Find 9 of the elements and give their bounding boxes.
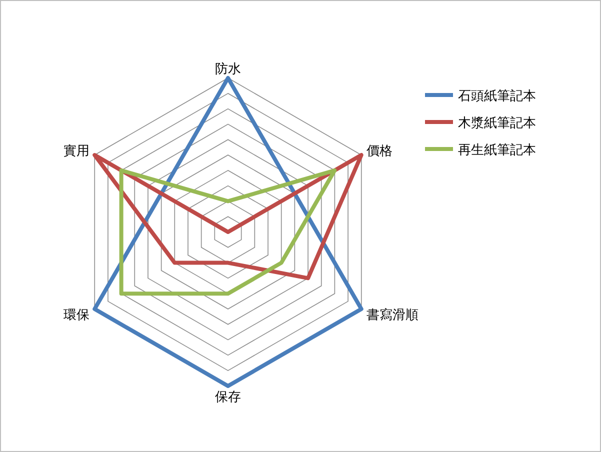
legend-label: 石頭紙筆記本: [458, 88, 536, 103]
spoke-label: 價格: [366, 143, 393, 158]
spoke-label: 環保: [63, 307, 90, 322]
spoke-label: 防水: [215, 61, 241, 76]
legend-label: 木漿紙筆記本: [458, 115, 536, 130]
spoke-label: 書寫滑順: [366, 307, 419, 322]
spoke-label: 保存: [215, 389, 241, 404]
legend-label: 再生紙筆記本: [458, 142, 536, 157]
spoke-label: 實用: [63, 143, 90, 158]
